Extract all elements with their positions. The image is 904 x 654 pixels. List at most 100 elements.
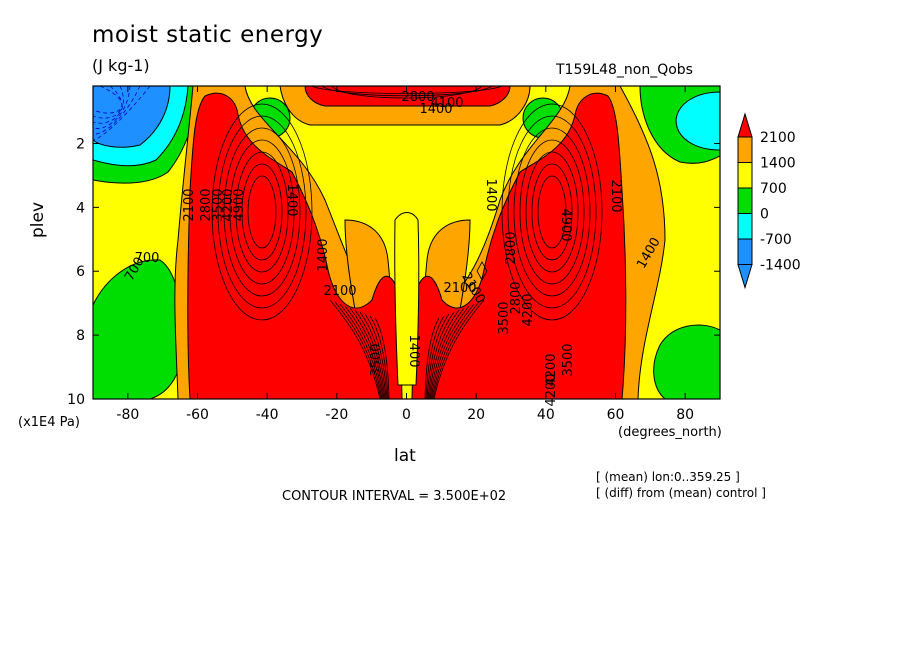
- contour-cell-nh: [507, 115, 597, 309]
- axis-ticks: [93, 86, 720, 400]
- contour-label: 2800: [509, 281, 524, 314]
- chart-units: (J kg-1): [92, 56, 150, 75]
- contour-line-nh-low: [433, 299, 485, 399]
- negative-contour-line: [93, 86, 131, 129]
- contour-line-sh-low: [329, 299, 381, 399]
- y-tick-label: 2: [76, 136, 85, 152]
- contour-cell-nh: [513, 127, 591, 297]
- colorbar-segment: [737, 187, 753, 214]
- contour-line-sh-low: [354, 309, 386, 399]
- x-tick-label: 0: [402, 407, 411, 423]
- x-tick-label: -80: [116, 407, 139, 423]
- colorbar: 2100 1400 700 0 -700 -1400: [737, 112, 801, 290]
- contour-cell-sh: [229, 139, 295, 285]
- contour-label: 3500: [369, 343, 384, 376]
- contour-label: 2800: [504, 231, 519, 264]
- contour-label: 1400: [316, 238, 331, 271]
- contour-line-sh-low: [369, 315, 389, 399]
- contour-line-nh-low: [424, 317, 440, 399]
- contour-cell-nh: [519, 139, 585, 285]
- contour-label: 1400: [406, 334, 421, 367]
- x-tick-label: -20: [325, 407, 348, 423]
- note-mean: [ (mean) lon:0..359.25 ]: [596, 470, 740, 484]
- contour-label: 4100: [430, 96, 463, 111]
- colorbar-label: 1400: [760, 156, 796, 172]
- colorbar-label: -1400: [760, 258, 801, 274]
- contour-line-sh-low: [359, 311, 387, 399]
- y-axis-units: (x1E4 Pa): [18, 415, 80, 430]
- x-tick-label: 60: [607, 407, 625, 423]
- axis-tick-labels: -80 -60 -40 -20 0 20 40 60 80 2 4 6 8 10: [67, 136, 694, 423]
- contour-label: 4200: [544, 353, 559, 386]
- contour-line-sh-low: [344, 305, 384, 399]
- colorbar-label: 700: [760, 181, 787, 197]
- note-diff: [ (diff) from (mean) control ]: [596, 486, 766, 500]
- contour-label: 4200: [221, 188, 236, 221]
- contour-line-nh-low: [425, 315, 445, 399]
- contour-line-nh-low: [426, 313, 450, 399]
- contour-line-sh-low: [334, 301, 382, 399]
- fill-minus1400-sh: [93, 86, 171, 148]
- run-name: T159L48_non_Qobs: [556, 62, 693, 78]
- contour-label: 4200: [521, 293, 536, 326]
- y-tick-label: 6: [76, 264, 85, 280]
- contour-label: 3500: [497, 301, 512, 334]
- contour-label: 1400: [483, 178, 498, 211]
- contour-line-nh-low: [432, 301, 480, 399]
- contour-cell-sh: [217, 115, 307, 309]
- contour-line-nh-low: [431, 303, 475, 399]
- contour-cell-nh: [501, 103, 603, 321]
- contour-line-nh-low: [428, 309, 460, 399]
- contour-label: 700: [135, 251, 160, 266]
- contour-interval-label: CONTOUR INTERVAL = 3.500E+02: [282, 489, 507, 504]
- contour-label: 3500: [211, 188, 226, 221]
- contour-line-top: [321, 86, 493, 97]
- colorbar-label: 0: [760, 207, 769, 223]
- contour-label: 2100: [323, 284, 356, 299]
- contour-label: 2100: [182, 188, 197, 221]
- contour-line-nh-low: [429, 307, 465, 399]
- colorbar-bottom-arrow: [737, 264, 753, 290]
- contour-line-nh-low: [430, 305, 470, 399]
- contour-line-top: [311, 86, 503, 94]
- x-axis-units: (degrees_north): [618, 425, 722, 440]
- contour-line-sh-low: [349, 307, 385, 399]
- fill-minus700-0-nh: [675, 91, 720, 151]
- fill-700-1400-center: [394, 212, 420, 386]
- colorbar-segment: [737, 136, 753, 163]
- negative-contour-line: [93, 86, 141, 135]
- colorbar-segment: [737, 238, 753, 265]
- fill-2100-plus-sh: [187, 92, 403, 399]
- colorbar-label: 2100: [760, 130, 796, 146]
- positive-contours: [211, 86, 603, 399]
- contour-label: 2100: [443, 281, 476, 296]
- contour-cell-nh: [537, 175, 567, 249]
- negative-contours: [93, 86, 151, 141]
- x-tick-label: 40: [537, 407, 555, 423]
- x-tick-label: 20: [467, 407, 485, 423]
- contour-cell-sh: [223, 127, 301, 297]
- y-tick-label: 10: [67, 392, 85, 408]
- contour-line-top: [331, 86, 483, 99]
- contour-line-nh-low: [427, 311, 455, 399]
- negative-contour-line: [93, 86, 151, 141]
- contour-label: 4200: [544, 373, 559, 406]
- contour-cell-sh: [235, 151, 289, 273]
- x-tick-label: 80: [676, 407, 694, 423]
- fill-2100-plus-nh: [411, 92, 627, 399]
- contour-label: 2800: [199, 188, 214, 221]
- y-tick-label: 4: [76, 200, 85, 216]
- contour-line-sh-low: [374, 317, 390, 399]
- colorbar-segment: [737, 162, 753, 189]
- contour-cell-sh: [241, 163, 283, 261]
- colorbar-top-arrow: [737, 112, 753, 138]
- contour-label: 1400: [419, 102, 452, 117]
- x-tick-label: -60: [186, 407, 209, 423]
- colorbar-label: -700: [760, 232, 792, 248]
- chart-title: moist static energy: [92, 22, 324, 48]
- negative-contour-line: [93, 86, 124, 124]
- contour-cell-nh: [525, 151, 579, 273]
- y-tick-label: 8: [76, 328, 85, 344]
